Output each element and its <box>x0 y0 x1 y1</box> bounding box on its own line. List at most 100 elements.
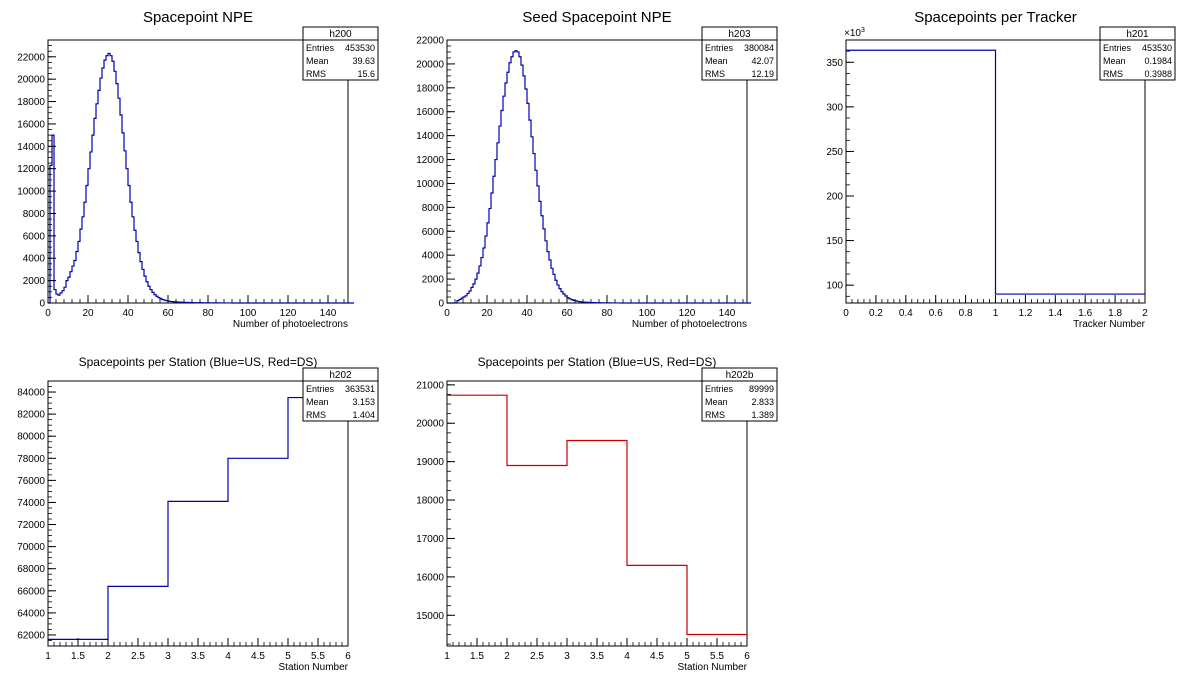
stats-label-entries: Entries <box>306 43 335 53</box>
stats-value-mean: 39.63 <box>352 56 375 66</box>
y-tick-label: 76000 <box>17 476 45 487</box>
histogram-line <box>48 52 354 304</box>
stats-value-rms: 12.19 <box>751 69 774 79</box>
x-tick-label: 0.2 <box>869 308 883 319</box>
histogram-line <box>447 50 751 304</box>
x-tick-label: 80 <box>202 308 214 319</box>
stats-box-frame <box>701 367 778 422</box>
y-tick-label: 14000 <box>416 131 444 142</box>
chart-title: Spacepoints per Station (Blue=US, Red=DS… <box>79 355 318 369</box>
x-tick-label: 1 <box>993 308 999 319</box>
stats-label-entries: Entries <box>705 43 734 53</box>
stats-name: h202 <box>329 370 352 381</box>
stats-value-mean: 3.153 <box>352 397 375 407</box>
y-tick-label: 22000 <box>17 52 45 63</box>
y-tick-label: 66000 <box>17 586 45 597</box>
chart-title: Seed Spacepoint NPE <box>522 9 671 26</box>
x-tick-label: 2 <box>105 651 111 662</box>
y-tick-label: 12000 <box>17 164 45 175</box>
y-tick-label: 78000 <box>17 454 45 465</box>
stats-label-rms: RMS <box>1103 69 1123 79</box>
x-tick-label: 120 <box>280 308 297 319</box>
x-tick-label: 1.5 <box>71 651 85 662</box>
x-tick-label: 1.5 <box>470 651 484 662</box>
stats-value-entries: 363531 <box>345 384 375 394</box>
y-tick-label: 10000 <box>17 187 45 198</box>
y-tick-label: 350 <box>826 58 843 69</box>
histogram-pad-h202b: Spacepoints per Station (Blue=US, Red=DS… <box>416 355 778 673</box>
x-tick-label: 20 <box>481 308 493 319</box>
x-tick-label: 0 <box>45 308 51 319</box>
stats-value-entries: 89999 <box>749 384 774 394</box>
y-tick-label: 2000 <box>23 276 46 287</box>
y-tick-label: 300 <box>826 102 843 113</box>
y-tick-label: 64000 <box>17 608 45 619</box>
y-tick-label: 2000 <box>422 275 445 286</box>
stats-box-frame <box>302 367 379 422</box>
histogram-line <box>846 49 1145 295</box>
stats-label-mean: Mean <box>306 56 329 66</box>
x-tick-label: 140 <box>320 308 337 319</box>
chart-title: Spacepoints per Station (Blue=US, Red=DS… <box>478 355 717 369</box>
stats-box-frame <box>701 26 778 81</box>
axis-exponent-power: 3 <box>861 27 865 34</box>
stats-value-entries: 453530 <box>1142 43 1172 53</box>
x-tick-label: 80 <box>601 308 613 319</box>
x-tick-label: 5 <box>285 651 291 662</box>
x-tick-label: 60 <box>561 308 573 319</box>
stats-value-rms: 1.389 <box>751 410 774 420</box>
histogram-line <box>447 394 747 636</box>
x-tick-label: 3.5 <box>590 651 604 662</box>
y-tick-label: 8000 <box>422 203 445 214</box>
x-tick-label: 3 <box>564 651 570 662</box>
x-tick-label: 1.8 <box>1108 308 1122 319</box>
y-tick-label: 15000 <box>416 611 444 622</box>
x-tick-label: 2.5 <box>530 651 544 662</box>
x-axis-label: Number of photoelectrons <box>233 319 348 330</box>
y-tick-label: 16000 <box>416 572 444 583</box>
stats-name: h200 <box>329 29 352 40</box>
stats-label-entries: Entries <box>306 384 335 394</box>
y-tick-label: 21000 <box>416 380 444 391</box>
x-tick-label: 60 <box>162 308 174 319</box>
y-tick-label: 14000 <box>17 142 45 153</box>
x-tick-label: 0 <box>843 308 849 319</box>
chart-title: Spacepoints per Tracker <box>914 9 1077 26</box>
stats-label-rms: RMS <box>705 410 725 420</box>
y-tick-label: 17000 <box>416 534 444 545</box>
y-tick-label: 10000 <box>416 179 444 190</box>
y-tick-label: 150 <box>826 236 843 247</box>
y-tick-label: 80000 <box>17 432 45 443</box>
y-tick-label: 68000 <box>17 564 45 575</box>
x-tick-label: 140 <box>719 308 736 319</box>
x-axis-label: Tracker Number <box>1073 319 1146 330</box>
x-tick-label: 100 <box>639 308 656 319</box>
stats-value-entries: 453530 <box>345 43 375 53</box>
stats-name: h203 <box>728 29 751 40</box>
x-tick-label: 1 <box>45 651 51 662</box>
y-tick-label: 18000 <box>416 496 444 507</box>
x-tick-label: 100 <box>240 308 257 319</box>
y-tick-label: 0 <box>438 299 444 310</box>
y-tick-label: 16000 <box>17 119 45 130</box>
x-tick-label: 2 <box>1142 308 1148 319</box>
y-tick-label: 6000 <box>422 227 445 238</box>
x-tick-label: 1.2 <box>1018 308 1032 319</box>
y-tick-label: 0 <box>39 299 45 310</box>
x-tick-label: 3 <box>165 651 171 662</box>
x-axis-label: Station Number <box>279 662 349 673</box>
stats-box-frame <box>302 26 379 81</box>
stats-label-rms: RMS <box>705 69 725 79</box>
x-tick-label: 4 <box>225 651 231 662</box>
stats-name: h202b <box>726 370 754 381</box>
histogram-pad-h200: Spacepoint NPE 0 20 40 60 80 100 120 140 0 2000 400… <box>17 9 379 330</box>
stats-value-mean: 0.1984 <box>1144 56 1172 66</box>
y-tick-label: 4000 <box>422 251 445 262</box>
x-tick-label: 20 <box>82 308 94 319</box>
y-tick-label: 18000 <box>17 97 45 108</box>
y-tick-label: 4000 <box>23 254 46 265</box>
y-tick-label: 18000 <box>416 83 444 94</box>
stats-box: h201 Entries 453530 Mean 0.1984 RMS 0.3988 <box>1099 26 1176 81</box>
stats-value-rms: 1.404 <box>352 410 375 420</box>
axis-exponent-label: ×103 <box>844 27 865 39</box>
